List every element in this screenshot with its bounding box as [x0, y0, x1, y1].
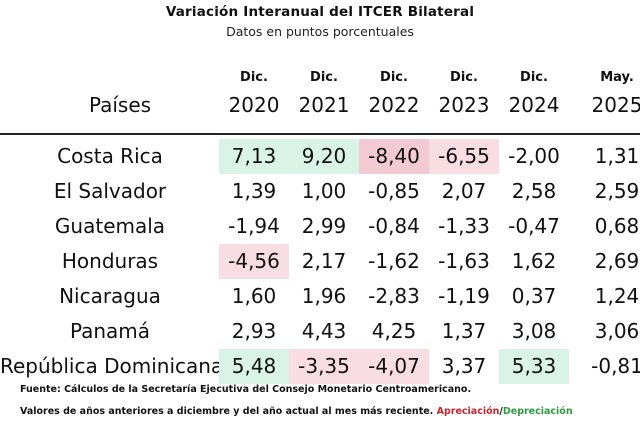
table-cell: 2,07	[441, 179, 487, 203]
country-name: El Salvador	[53, 179, 167, 203]
table-cell: 2,17	[301, 249, 347, 273]
table-title: Variación Interanual del ITCER Bilateral	[165, 4, 475, 20]
values-note-text: Valores de años anteriores a diciembre y…	[20, 406, 434, 417]
legend-separator: /	[499, 406, 503, 417]
table-cell: 4,25	[371, 319, 417, 343]
table-row: Nicaragua 1,60 1,96 -2,83 -1,19 0,37 1,2…	[0, 279, 640, 314]
table-cell: 5,33	[499, 349, 569, 384]
table-cell: 0,68	[594, 214, 640, 238]
table-cell: 9,20	[289, 139, 359, 174]
table-cell: 7,13	[219, 139, 289, 174]
table-cell: -0,84	[368, 214, 420, 238]
table-cell: -1,63	[438, 249, 490, 273]
table-cell: -0,85	[368, 179, 420, 203]
table-cell: -1,94	[228, 214, 280, 238]
table-cell: 1,31	[594, 144, 640, 168]
country-name: Nicaragua	[59, 284, 161, 308]
table-cell: 3,37	[441, 354, 487, 378]
table-row: Panamá 2,93 4,43 4,25 1,37 3,08 3,06	[0, 314, 640, 349]
table-cell: -4,07	[359, 349, 429, 384]
table-cell: 3,08	[511, 319, 557, 343]
table-cell: 1,37	[441, 319, 487, 343]
column-month: Dic.	[240, 70, 268, 85]
table-cell: 2,59	[594, 179, 640, 203]
table-cell: 4,43	[301, 319, 347, 343]
table-cell: -1,19	[438, 284, 490, 308]
table-row: República Dominicana 5,48 -3,35 -4,07 3,…	[0, 349, 640, 384]
column-month: Dic.	[520, 70, 548, 85]
table-subtitle: Datos en puntos porcentuales	[226, 24, 414, 39]
table-cell: 3,06	[594, 319, 640, 343]
country-name: República Dominicana	[0, 354, 224, 378]
table-cell: 1,96	[301, 284, 347, 308]
table-cell: -0,47	[508, 214, 560, 238]
column-year: 2023	[438, 93, 490, 117]
table-cell: 1,62	[511, 249, 557, 273]
table-row: Guatemala -1,94 2,99 -0,84 -1,33 -0,47 0…	[0, 209, 640, 244]
table-cell: 0,37	[511, 284, 557, 308]
column-year: 2021	[298, 93, 350, 117]
table-cell: 2,93	[231, 319, 277, 343]
table-cell: -6,55	[429, 139, 499, 174]
header-separator	[0, 133, 640, 135]
table-cell: -2,83	[368, 284, 420, 308]
table-cell: 2,69	[594, 249, 640, 273]
country-name: Costa Rica	[57, 144, 163, 168]
values-note: Valores de años anteriores a diciembre y…	[20, 401, 573, 423]
table-cell: -0,81	[591, 354, 640, 378]
legend-apreciacion: Apreciación	[436, 406, 500, 417]
table-cell: 1,24	[594, 284, 640, 308]
country-name: Guatemala	[54, 214, 166, 238]
column-year: 2024	[508, 93, 560, 117]
column-year: 2025	[591, 93, 640, 117]
column-month: Dic.	[310, 70, 338, 85]
table-cell: 1,60	[231, 284, 277, 308]
table-cell: -8,40	[359, 139, 429, 174]
column-month: Dic.	[450, 70, 478, 85]
column-year: 2020	[228, 93, 280, 117]
table-cell: 2,99	[301, 214, 347, 238]
legend-depreciacion: Depreciación	[502, 406, 573, 417]
table-cell: -1,33	[438, 214, 490, 238]
source-note: Fuente: Cálculos de la Secretaría Ejecut…	[20, 384, 472, 395]
table-cell: 2,58	[511, 179, 557, 203]
table-cell: -4,56	[219, 244, 289, 279]
table-cell: 1,00	[301, 179, 347, 203]
column-month: May.	[600, 70, 634, 85]
table-cell: 5,48	[219, 349, 289, 384]
table-cell: 1,39	[231, 179, 277, 203]
column-year: 2022	[368, 93, 420, 117]
country-name: Panamá	[69, 319, 151, 343]
country-name: Honduras	[61, 249, 159, 273]
table-cell: -3,35	[289, 349, 359, 384]
table-cell: -1,62	[368, 249, 420, 273]
footnotes: Fuente: Cálculos de la Secretaría Ejecut…	[20, 379, 573, 423]
table-row: El Salvador 1,39 1,00 -0,85 2,07 2,58 2,…	[0, 174, 640, 209]
column-month: Dic.	[380, 70, 408, 85]
countries-header: Países	[88, 93, 152, 117]
table-row: Costa Rica 7,13 9,20 -8,40 -6,55 -2,00 1…	[0, 139, 640, 174]
table-cell: -2,00	[508, 144, 560, 168]
table-row: Honduras -4,56 2,17 -1,62 -1,63 1,62 2,6…	[0, 244, 640, 279]
